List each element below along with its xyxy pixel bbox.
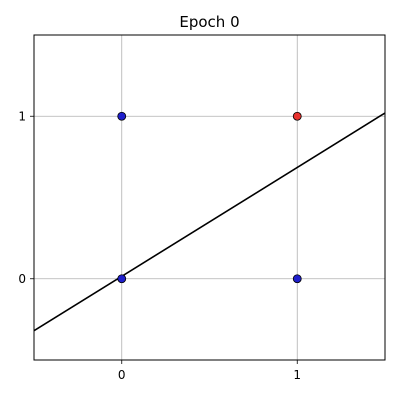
data-point-1	[117, 111, 127, 121]
data-point-3	[292, 111, 302, 121]
x-tick-label-1: 1	[293, 368, 301, 382]
y-tick-label-0: 0	[18, 272, 26, 286]
y-tick-label-1: 1	[18, 109, 26, 123]
plot-area: 0 1 0 1	[18, 34, 386, 382]
chart-title: Epoch 0	[179, 13, 239, 31]
decision-boundary-line	[34, 112, 385, 332]
data-point-2	[292, 274, 302, 284]
axes-frame	[33, 34, 386, 361]
data-point-0	[117, 274, 127, 284]
x-tick-label-0: 0	[118, 368, 126, 382]
